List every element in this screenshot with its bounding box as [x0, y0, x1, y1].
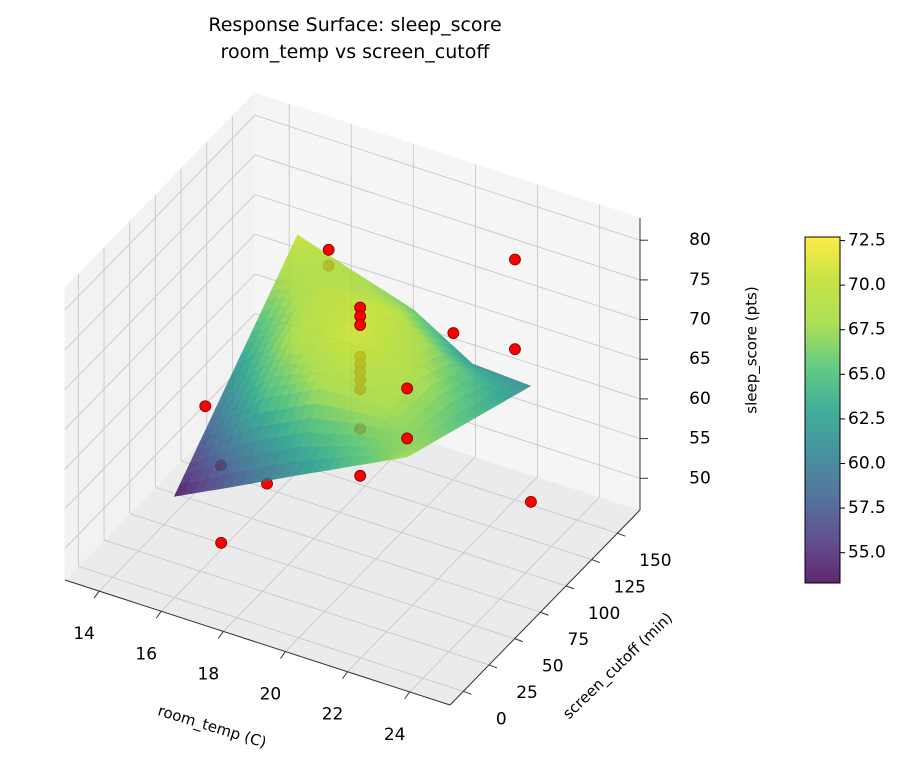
x-tick-label: 18 — [198, 664, 220, 684]
y-tick-label: 0 — [496, 709, 507, 729]
grid-line — [64, 233, 256, 430]
z-axis-label: sleep_score (pts) — [743, 286, 762, 413]
grid-line — [64, 313, 256, 509]
z-tick-label: 70 — [689, 310, 711, 330]
colorbar — [804, 236, 841, 584]
data-point — [322, 243, 335, 256]
grid-line — [64, 154, 256, 351]
data-point — [509, 343, 521, 356]
y-tick-label: 150 — [639, 551, 671, 571]
y-tick — [463, 690, 472, 695]
x-tick — [342, 671, 348, 680]
grid-line — [254, 154, 641, 281]
data-point — [354, 319, 367, 331]
colorbar-tick-label: 70.0 — [848, 275, 886, 295]
y-tick-label: 50 — [542, 657, 564, 677]
grid-line — [64, 352, 256, 549]
colorbar-tick-label: 62.5 — [848, 409, 886, 429]
grid-line — [64, 114, 256, 311]
y-tick — [514, 638, 523, 643]
x-tick-label: 22 — [322, 705, 344, 725]
surface — [173, 234, 532, 497]
x-tick — [280, 651, 286, 659]
y-axis-label: screen_cutoff (min) — [559, 609, 677, 724]
data-point — [401, 432, 414, 445]
grid-line — [78, 565, 464, 692]
y-tick-label: 100 — [588, 604, 620, 624]
y-tick — [565, 585, 575, 590]
data-point — [354, 469, 367, 482]
data-point — [509, 253, 521, 266]
z-tick-label: 55 — [689, 429, 711, 449]
grid-line — [64, 194, 256, 390]
surface-facet — [397, 453, 413, 459]
x-axis-label: room_temp (C) — [155, 701, 268, 752]
y-tick-label: 125 — [614, 578, 646, 598]
z-tick-label: 75 — [689, 270, 711, 290]
grid-line — [347, 476, 538, 673]
data-point — [525, 495, 537, 508]
x-tick-label: 14 — [73, 624, 95, 644]
z-tick-label: 65 — [689, 349, 711, 369]
x-tick-label: 24 — [384, 725, 406, 745]
axis-line — [64, 579, 451, 706]
grid-line — [129, 513, 515, 640]
z-tick-label: 50 — [689, 468, 711, 488]
y-tick — [617, 532, 626, 537]
grid-line — [254, 194, 641, 320]
x-tick — [217, 631, 224, 639]
axis-line — [449, 509, 641, 706]
colorbar-tick-label: 60.0 — [848, 454, 886, 474]
colorbar-tick-label: 55.0 — [848, 543, 886, 563]
y-tick-label: 75 — [568, 630, 590, 650]
data-point — [199, 400, 212, 413]
x-tick — [404, 691, 411, 700]
colorbar-tick-label: 67.5 — [848, 320, 886, 340]
grid-line — [409, 496, 600, 693]
x-tick — [155, 610, 162, 619]
colorbar-tick-label: 72.5 — [848, 231, 886, 251]
y-tick — [591, 559, 600, 564]
x-tick-label: 16 — [135, 644, 157, 664]
grid-line — [285, 456, 476, 652]
grid-line — [155, 486, 541, 613]
colorbar-tick-label: 57.5 — [848, 498, 886, 518]
data-point — [401, 382, 414, 395]
x-tick-label: 20 — [260, 685, 282, 705]
chart-title: Response Surface: sleep_score room_temp … — [208, 14, 502, 63]
z-tick-label: 80 — [689, 230, 711, 250]
grid-line — [254, 114, 641, 241]
y-tick-label: 25 — [516, 683, 538, 703]
x-tick — [93, 590, 100, 599]
grid-line — [103, 539, 490, 666]
y-tick — [540, 611, 549, 616]
data-point — [215, 536, 228, 549]
data-point — [447, 327, 460, 339]
grid-line — [64, 273, 256, 470]
colorbar-tick-label: 65.0 — [848, 364, 886, 384]
y-tick — [488, 664, 498, 669]
grid-line — [223, 436, 414, 632]
z-tick-label: 60 — [689, 389, 711, 409]
